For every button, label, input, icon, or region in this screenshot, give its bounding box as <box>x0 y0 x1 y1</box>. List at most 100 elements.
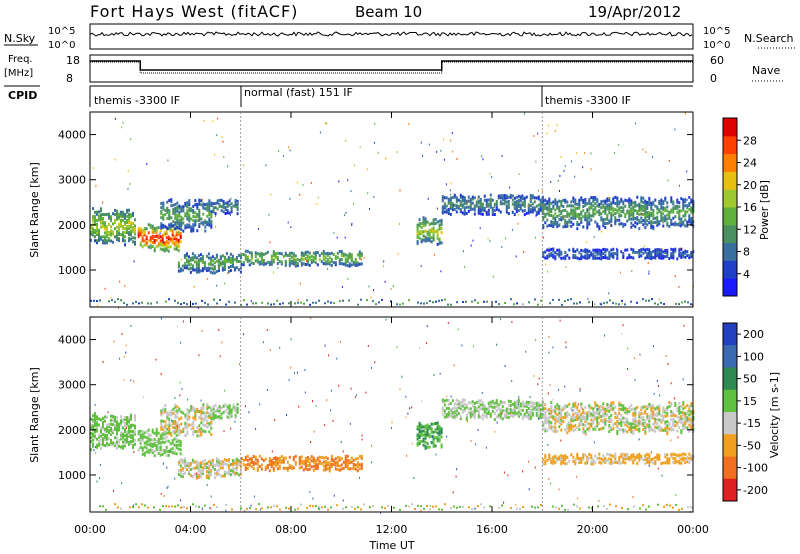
echo-pixel <box>612 247 615 251</box>
echo-pixel <box>94 434 96 438</box>
echo-pixel <box>100 217 102 221</box>
echo-pixel <box>223 259 226 263</box>
echo-pixel <box>578 409 581 413</box>
echo-pixel <box>175 237 178 241</box>
echo-pixel <box>511 321 513 323</box>
echo-pixel <box>173 437 176 441</box>
echo-pixel <box>186 209 189 213</box>
echo-pixel <box>668 405 671 409</box>
echo-pixel <box>610 217 613 221</box>
echo-pixel <box>143 451 146 455</box>
echo-pixel <box>590 462 593 466</box>
echo-pixel <box>664 420 667 424</box>
echo-pixel <box>163 231 166 235</box>
echo-pixel <box>644 405 647 409</box>
echo-pixel <box>182 209 185 213</box>
echo-pixel <box>147 438 150 442</box>
echo-pixel <box>612 255 615 259</box>
echo-pixel <box>644 222 647 225</box>
echo-pixel <box>111 299 113 302</box>
echo-pixel <box>306 254 309 258</box>
echo-pixel <box>473 410 476 414</box>
echo-pixel <box>420 433 423 437</box>
echo-pixel <box>120 507 122 510</box>
echo-pixel <box>628 199 631 203</box>
echo-pixel <box>434 430 437 434</box>
echo-pixel <box>116 225 118 229</box>
echo-pixel <box>519 412 522 416</box>
echo-pixel <box>215 473 218 477</box>
echo-pixel <box>495 208 498 211</box>
echo-pixel <box>246 255 249 259</box>
echo-pixel <box>483 414 486 418</box>
echo-pixel <box>592 415 595 419</box>
echo-pixel <box>624 303 626 306</box>
echo-pixel <box>215 255 218 259</box>
echo-pixel <box>670 196 673 200</box>
echo-pixel <box>168 213 171 217</box>
echo-pixel <box>202 417 205 421</box>
echo-pixel <box>100 213 102 217</box>
echo-pixel <box>162 207 165 211</box>
echo-pixel <box>235 471 238 475</box>
echo-pixel <box>92 217 94 221</box>
echo-pixel <box>436 228 439 232</box>
echo-pixel <box>560 252 563 256</box>
echo-pixel <box>566 413 569 416</box>
echo-pixel <box>455 398 458 402</box>
echo-pixel <box>258 503 260 506</box>
echo-pixel <box>557 179 559 182</box>
echo-pixel <box>501 401 504 405</box>
echo-pixel <box>93 299 95 302</box>
echo-pixel <box>132 446 134 449</box>
nsky-label: N.Sky <box>4 32 36 45</box>
echo-pixel <box>240 253 243 256</box>
echo-pixel <box>151 234 154 238</box>
echo-pixel <box>449 204 452 208</box>
echo-pixel <box>630 458 633 462</box>
echo-pixel <box>234 301 236 304</box>
echo-pixel <box>211 267 214 271</box>
echo-pixel <box>546 408 549 412</box>
echo-pixel <box>166 200 169 204</box>
echo-pixel <box>197 258 200 262</box>
echo-pixel <box>347 179 349 182</box>
echo-pixel <box>102 427 104 430</box>
echo-pixel <box>405 504 407 507</box>
echo-pixel <box>334 257 337 261</box>
echo-pixel <box>408 123 410 125</box>
echo-pixel <box>664 461 667 465</box>
echo-pixel <box>208 199 211 203</box>
echo-pixel <box>548 207 551 211</box>
echo-pixel <box>159 247 162 251</box>
freq-panel: Freq. [MHz] 18 8 60 0 Nave <box>4 54 784 85</box>
echo-pixel <box>624 406 627 410</box>
echo-pixel <box>290 251 293 255</box>
echo-pixel <box>513 303 515 306</box>
echo-pixel <box>620 420 623 423</box>
echo-pixel <box>501 194 504 198</box>
echo-pixel <box>542 251 545 254</box>
echo-pixel <box>96 241 98 245</box>
echo-pixel <box>485 210 488 214</box>
echo-pixel <box>602 220 605 224</box>
echo-pixel <box>574 415 577 419</box>
echo-pixel <box>666 223 669 227</box>
echo-pixel <box>266 250 269 254</box>
echo-pixel <box>145 446 148 450</box>
echo-pixel <box>420 240 423 244</box>
echo-pixel <box>660 301 662 304</box>
echo-pixel <box>600 212 603 216</box>
echo-pixel <box>155 429 158 433</box>
echo-pixel <box>436 439 439 443</box>
echo-pixel <box>516 507 518 510</box>
echo-pixel <box>646 415 649 419</box>
echo-pixel <box>434 444 437 448</box>
echo-pixel <box>176 405 179 409</box>
echo-pixel <box>160 222 163 226</box>
echo-pixel <box>169 237 172 241</box>
echo-pixel <box>465 418 468 421</box>
echo-pixel <box>620 413 623 417</box>
echo-pixel <box>120 431 122 435</box>
echo-pixel <box>628 255 631 259</box>
